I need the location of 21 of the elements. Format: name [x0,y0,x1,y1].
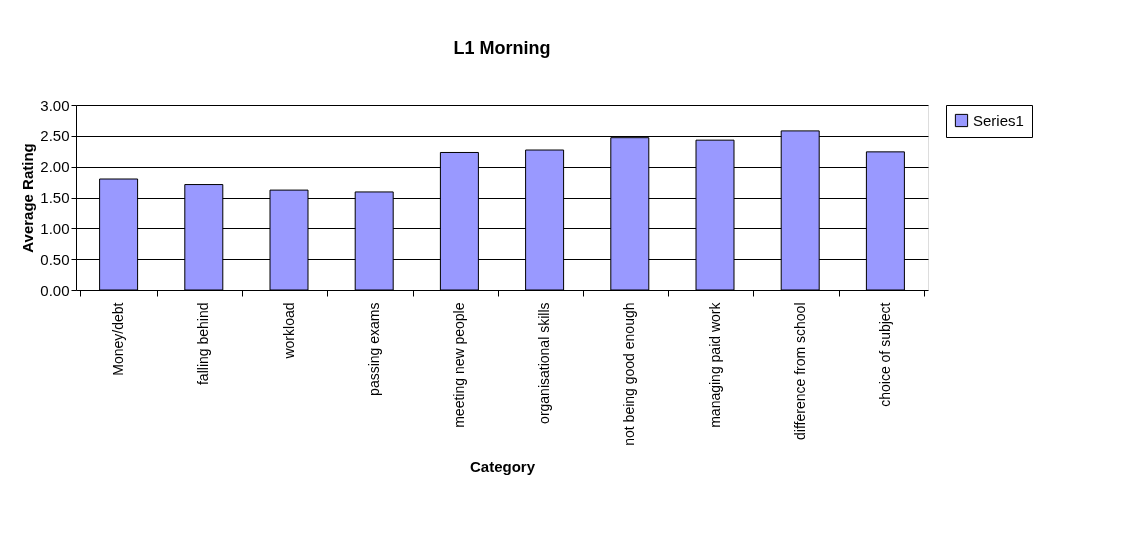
y-tick-label: 2.00 [40,158,70,176]
y-tick-label: 3.00 [40,96,70,114]
x-tick-label: managing paid work [706,301,723,428]
y-tick-label: 2.50 [40,127,70,145]
x-tick-label: organisational skills [536,302,553,424]
chart-title: L1 Morning [453,38,551,58]
y-tick-label: 1.00 [40,219,70,237]
legend-label: Series1 [973,111,1024,129]
x-tick-label: choice of subject [876,302,893,407]
x-tick-label: passing exams [365,302,382,396]
x-tick-label: difference from school [791,302,808,440]
x-tick-label: workload [280,302,297,360]
y-tick-label: 1.50 [40,189,70,206]
x-tick-label: meeting new people [450,302,467,428]
y-axis-title: Average Rating [19,143,37,253]
x-tick-label: not being good enough [621,302,638,446]
y-tick-label: 0.00 [40,281,70,299]
x-axis-title: Category [469,457,536,475]
y-tick-label: 0.50 [40,250,70,268]
x-tick-label: falling behind [195,302,212,386]
x-tick-label: Money/debt [110,302,127,376]
